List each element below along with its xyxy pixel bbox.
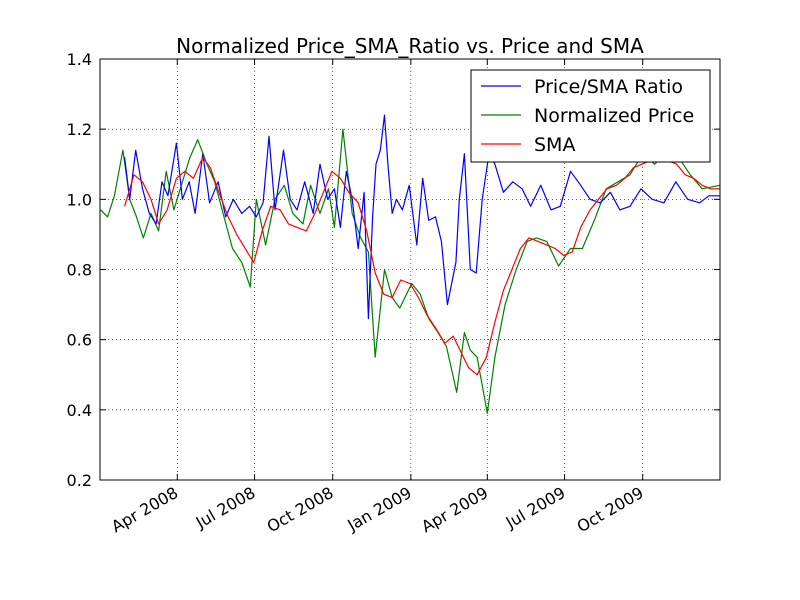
y-tick-label: 1.4 bbox=[67, 50, 92, 69]
y-tick-label: 0.2 bbox=[67, 471, 92, 490]
legend-box bbox=[470, 69, 711, 163]
x-tick-label: Apr 2008 bbox=[108, 483, 181, 536]
y-tick-label: 0.4 bbox=[67, 401, 92, 420]
chart-title: Normalized Price_SMA_Ratio vs. Price and… bbox=[176, 34, 644, 58]
series-line-sma bbox=[124, 156, 720, 376]
x-tick-label: Apr 2009 bbox=[418, 483, 491, 536]
legend: Price/SMA Ratio Normalized Price SMA bbox=[470, 69, 711, 163]
series-line-normalized-price bbox=[100, 128, 720, 414]
x-tick-label: Oct 2009 bbox=[574, 483, 647, 536]
series-line-price-sma-ratio bbox=[124, 114, 720, 320]
x-tick-label: Jul 2009 bbox=[502, 483, 569, 533]
y-tick-label: 1.2 bbox=[67, 120, 92, 139]
x-tick-label: Oct 2008 bbox=[264, 483, 337, 536]
x-tick-label: Jan 2009 bbox=[343, 483, 414, 535]
legend-label: Price/SMA Ratio bbox=[534, 76, 683, 98]
legend-label: SMA bbox=[534, 134, 575, 156]
series-lines bbox=[100, 114, 720, 414]
x-tick-label: Jul 2008 bbox=[192, 483, 259, 533]
y-tick-label: 0.6 bbox=[67, 331, 92, 350]
y-tick-label: 1.0 bbox=[67, 190, 92, 209]
legend-label: Normalized Price bbox=[534, 105, 694, 127]
y-tick-label: 0.8 bbox=[67, 261, 92, 280]
